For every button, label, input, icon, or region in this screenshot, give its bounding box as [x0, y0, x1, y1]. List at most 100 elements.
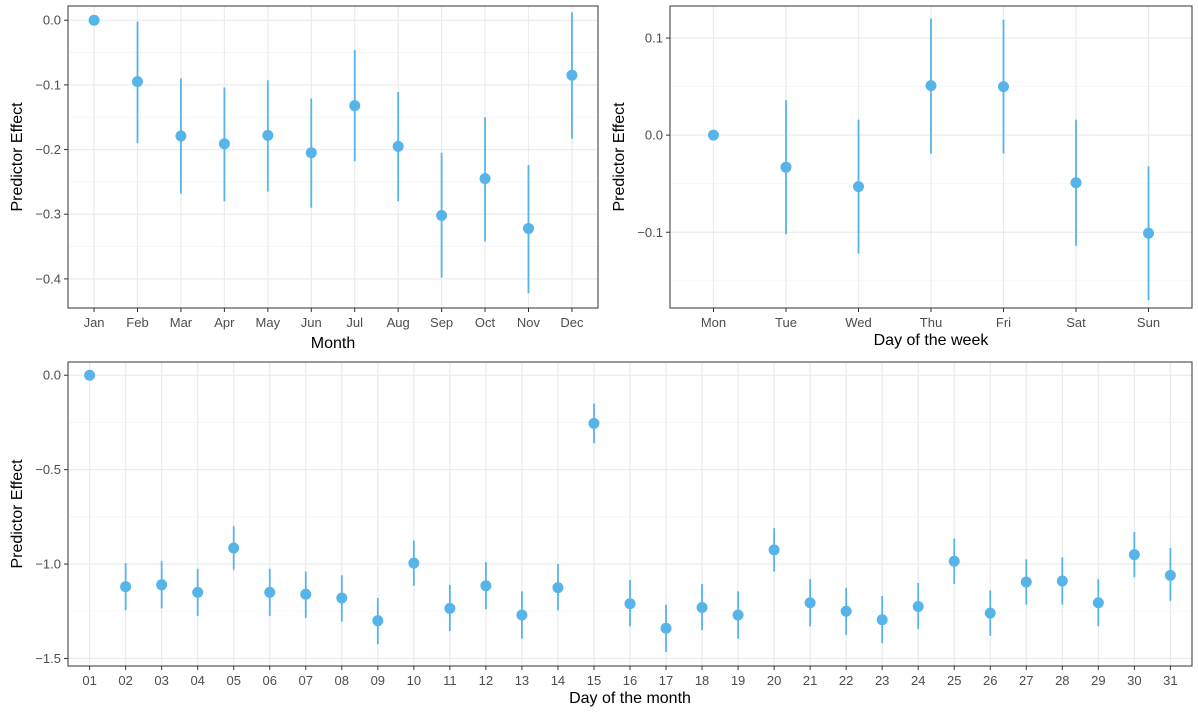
x-tick-label: 16 [623, 673, 637, 688]
x-tick-label: 15 [587, 673, 601, 688]
x-tick-label: 11 [443, 673, 457, 688]
data-point [768, 544, 780, 556]
x-tick-label: 27 [1019, 673, 1033, 688]
y-tick-label: 0.0 [43, 368, 61, 383]
data-point [218, 138, 230, 150]
x-axis-title: Month [311, 335, 355, 352]
x-tick-label: Oct [475, 315, 496, 330]
y-tick-label: −1.0 [35, 557, 61, 572]
data-point [336, 592, 348, 604]
data-point [132, 76, 144, 88]
x-tick-label: Mar [170, 315, 193, 330]
x-tick-label: Feb [126, 315, 148, 330]
y-tick-label: −0.4 [35, 271, 61, 286]
x-tick-label: Thu [920, 315, 942, 330]
x-tick-label: 01 [82, 673, 96, 688]
x-tick-label: 14 [551, 673, 565, 688]
x-tick-label: 06 [263, 673, 277, 688]
data-point [1143, 227, 1154, 239]
data-point [566, 69, 578, 81]
y-tick-label: −0.1 [637, 225, 663, 240]
data-point [780, 161, 792, 173]
data-point [349, 100, 361, 112]
x-tick-label: 25 [947, 673, 961, 688]
x-tick-label: 04 [190, 673, 204, 688]
data-point [1164, 569, 1176, 581]
data-point [480, 580, 492, 592]
y-tick-label: −0.5 [35, 462, 61, 477]
data-point [876, 614, 888, 626]
x-tick-label: Tue [775, 315, 797, 330]
y-tick-label: 0.1 [645, 31, 663, 46]
data-point [262, 129, 274, 141]
x-axis-title: Day of the week [874, 332, 990, 349]
x-tick-label: 20 [767, 673, 781, 688]
x-tick-label: 17 [659, 673, 673, 688]
x-tick-label: 23 [875, 673, 889, 688]
data-point [708, 129, 719, 141]
x-tick-label: Mon [701, 315, 726, 330]
x-tick-label: 08 [335, 673, 349, 688]
x-tick-label: Sep [430, 315, 453, 330]
chart-panel-3: 0.0 −0.5 −1.0 −1.5 01 02 03 04 05 06 07 08 09 10 11 12 1… [9, 361, 1193, 707]
data-point [660, 622, 672, 634]
data-point [998, 81, 1009, 93]
x-tick-label: 29 [1091, 673, 1105, 688]
x-tick-label: 26 [983, 673, 997, 688]
data-point [120, 581, 132, 593]
data-point [732, 609, 744, 621]
panel-border [67, 5, 599, 309]
data-point [264, 586, 276, 598]
x-tick-label: 24 [911, 673, 925, 688]
y-tick-label: −0.3 [35, 207, 61, 222]
data-point [696, 601, 708, 613]
x-tick-label: 28 [1055, 673, 1069, 688]
y-axis-title: Predictor Effect [611, 102, 628, 212]
x-tick-label: 03 [154, 673, 168, 688]
data-point [84, 369, 96, 381]
data-point [192, 586, 204, 598]
data-point [372, 615, 384, 627]
y-axis-title: Predictor Effect [9, 102, 26, 212]
data-point [1092, 597, 1104, 609]
data-point [408, 557, 420, 569]
y-tick-label: −0.1 [35, 77, 61, 92]
x-tick-label: May [256, 315, 281, 330]
data-point [588, 417, 600, 429]
x-tick-label: Apr [214, 315, 235, 330]
chart-panel-2: 0.1 0.0 −0.1 Mon Tue Wed Thu Fri Sat Sun Day of th… [611, 5, 1193, 349]
x-tick-label: 07 [299, 673, 313, 688]
x-axis-title: Day of the month [569, 690, 691, 707]
data-point [392, 140, 404, 152]
panel-background [68, 6, 598, 308]
data-point [444, 602, 456, 614]
data-point [300, 588, 312, 600]
x-tick-label: Fri [996, 315, 1011, 330]
x-tick-label: 30 [1127, 673, 1141, 688]
x-tick-label: 21 [803, 673, 817, 688]
x-tick-label: Sun [1137, 315, 1160, 330]
x-tick-label: Jun [301, 315, 322, 330]
x-tick-label: Nov [517, 315, 541, 330]
data-point [516, 609, 528, 621]
data-point [912, 601, 924, 613]
x-tick-label: Wed [845, 315, 872, 330]
data-point [156, 579, 168, 591]
data-point [305, 147, 317, 159]
data-point [1020, 576, 1032, 588]
data-point [228, 542, 240, 554]
data-point [436, 210, 448, 222]
x-tick-label: 13 [515, 673, 529, 688]
y-tick-label: −0.2 [35, 142, 61, 157]
data-point [925, 80, 937, 92]
x-tick-label: Sat [1066, 315, 1086, 330]
data-point [522, 222, 534, 234]
data-point [1070, 177, 1082, 189]
y-tick-label: −1.5 [35, 651, 61, 666]
data-point [624, 598, 636, 610]
x-tick-label: Jan [84, 315, 105, 330]
x-tick-label: Jul [346, 315, 363, 330]
x-tick-label: Dec [560, 315, 584, 330]
data-point [1056, 575, 1068, 587]
x-tick-label: 02 [118, 673, 132, 688]
